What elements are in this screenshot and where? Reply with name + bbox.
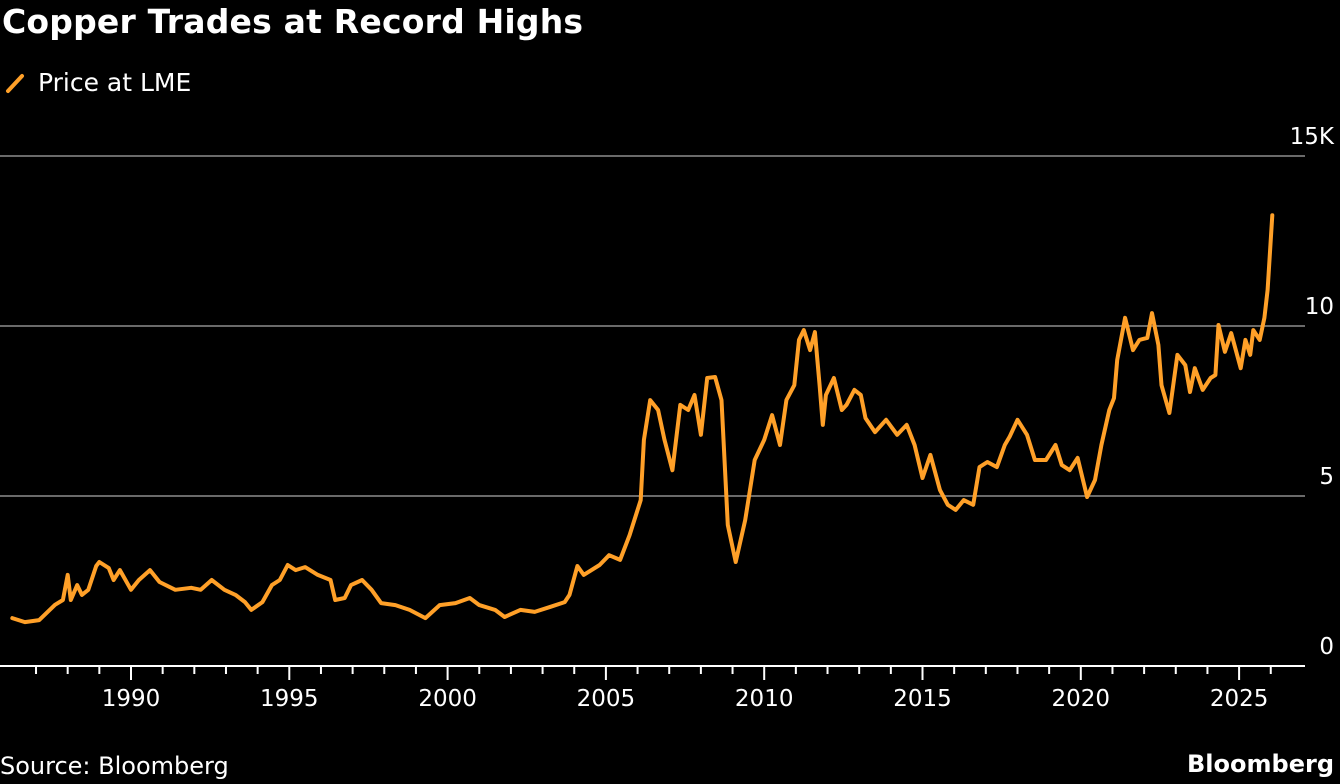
chart-title: Copper Trades at Record Highs — [2, 2, 584, 41]
source-note: Source: Bloomberg — [0, 752, 229, 780]
x-tick-label: 2000 — [418, 686, 477, 712]
y-tick-label: 5 — [1319, 464, 1334, 490]
x-tick-label: 2020 — [1052, 686, 1111, 712]
x-tick-label: 2010 — [735, 686, 794, 712]
x-tick-label: 1990 — [102, 686, 161, 712]
legend: Price at LME — [4, 68, 191, 97]
x-tick-label: 1995 — [260, 686, 319, 712]
legend-line-icon — [6, 73, 24, 93]
y-tick-label: 15K — [1290, 124, 1335, 150]
price-line — [10, 213, 1275, 625]
y-tick-label: 10 — [1305, 294, 1334, 320]
y-tick-label: 0 — [1319, 634, 1334, 660]
x-tick-label: 2005 — [577, 686, 636, 712]
brand-logo: Bloomberg — [1187, 750, 1334, 778]
x-tick-label: 2015 — [893, 686, 952, 712]
x-tick-label: 2025 — [1210, 686, 1269, 712]
legend-label: Price at LME — [38, 68, 192, 97]
